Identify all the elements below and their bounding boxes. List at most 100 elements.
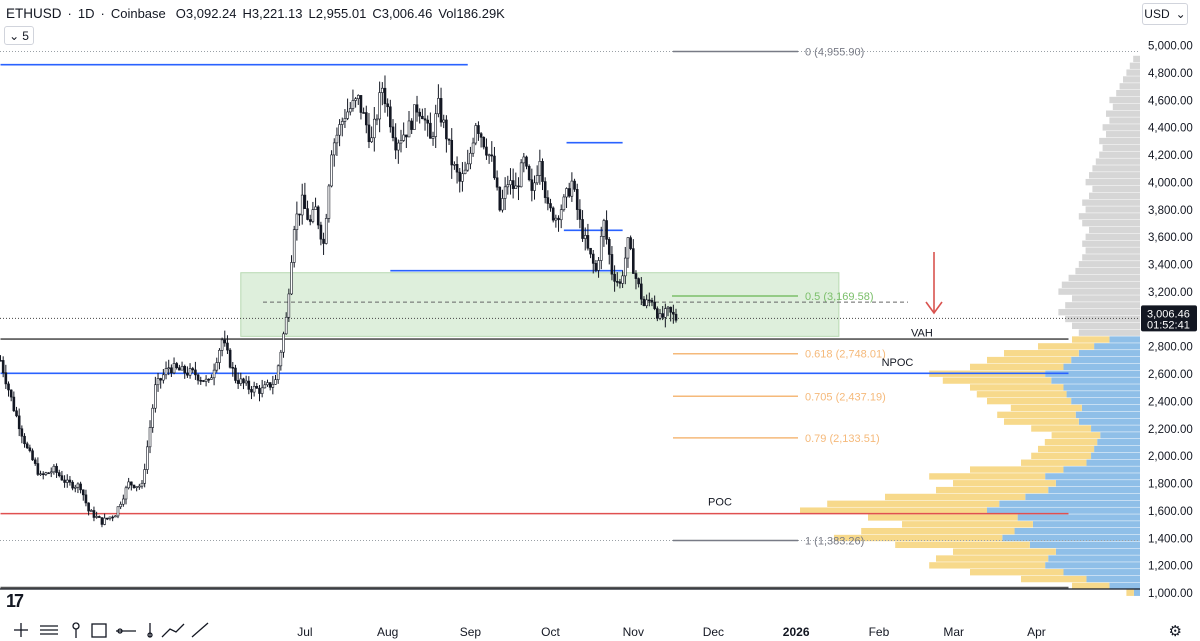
candle-body	[375, 118, 379, 121]
candle-body	[103, 517, 106, 525]
candle-body	[381, 87, 384, 93]
symbol-name[interactable]: ETHUSD	[6, 6, 62, 21]
tradingview-logo-icon[interactable]: 17	[6, 591, 24, 611]
dotted-reference-lines	[0, 51, 1140, 542]
candle-body	[234, 367, 237, 381]
interval[interactable]: 1D	[77, 6, 95, 21]
volume-bar-down	[1051, 432, 1101, 439]
arrow-down-icon[interactable]	[147, 623, 153, 638]
candle-body	[282, 333, 285, 353]
gear-icon[interactable]: ⚙	[1168, 623, 1182, 640]
candle-body	[522, 156, 526, 164]
candle-body	[300, 194, 304, 216]
candle-body	[589, 247, 592, 255]
candle-body	[511, 180, 515, 189]
candle-body	[15, 410, 18, 417]
price-axis: 1,000.00 1,200.00 1,400.00 1,600.00 1,800.00…	[1141, 41, 1197, 600]
volume-bar-down	[929, 473, 1046, 480]
chart-header: ETHUSD · 1D · Coinbase O3,092.24 H3,221.…	[6, 6, 505, 21]
candle-body	[372, 118, 376, 139]
volume-bar-down	[970, 569, 1064, 576]
candle-body	[429, 122, 432, 139]
indicators-collapse-button[interactable]: ⌄ 5	[4, 26, 34, 45]
volume-bar	[1085, 178, 1140, 186]
volume-bar-up	[1094, 445, 1140, 453]
candle-body	[367, 124, 371, 143]
volume-bar	[1082, 254, 1140, 261]
pencil-icon[interactable]	[161, 623, 185, 638]
candle-body	[311, 209, 315, 222]
candle-body	[146, 446, 149, 470]
candle-body	[567, 188, 571, 197]
candle-body	[378, 92, 381, 120]
x-tick-label: Sep	[460, 625, 482, 639]
candle-body	[220, 339, 224, 351]
horizontal-line-icon[interactable]	[116, 628, 136, 634]
volume-bar	[1068, 274, 1140, 282]
candle-body	[549, 203, 552, 209]
candle-body	[610, 254, 614, 275]
volume-bar-up	[1071, 356, 1140, 364]
candle-body	[191, 368, 195, 371]
rectangle-icon[interactable]	[91, 623, 107, 638]
candle-body	[543, 181, 547, 198]
volume-bar-down	[885, 493, 1026, 501]
volume-bar-up	[1081, 404, 1140, 412]
candle-body	[364, 112, 368, 126]
candle-body	[426, 119, 430, 124]
candle-body	[650, 300, 654, 303]
crosshair-icon[interactable]	[14, 623, 28, 637]
candle-body	[362, 112, 365, 114]
candle-body	[0, 360, 2, 362]
candle-body	[52, 465, 56, 473]
volume-bar-up	[1133, 589, 1140, 596]
ohlc-high: H3,221.13	[242, 6, 303, 21]
currency-selector[interactable]: USD ⌄	[1142, 3, 1188, 25]
candle-body	[343, 118, 347, 122]
volume-bar-down	[953, 548, 1056, 555]
volume-bar	[1065, 315, 1140, 323]
candle-body	[645, 299, 648, 307]
candle-body	[199, 380, 203, 382]
candle-body	[167, 367, 171, 370]
candle-body	[557, 217, 560, 221]
lines-icon[interactable]	[40, 625, 58, 635]
candle-body	[602, 220, 606, 237]
y-tick-label: 3,800.00	[1148, 205, 1193, 217]
candle-body	[407, 120, 411, 138]
volume-bar-down	[976, 391, 1067, 398]
candle-body	[306, 208, 309, 220]
candle-body	[65, 479, 69, 483]
volume-bar	[1095, 158, 1140, 165]
candle-body	[130, 481, 133, 486]
candle-body	[271, 384, 275, 388]
volume-bar-down	[1044, 439, 1098, 446]
candle-body	[114, 515, 117, 518]
candle-body	[44, 472, 48, 475]
candle-body	[263, 384, 267, 389]
candle-body	[656, 308, 659, 319]
volume-bar	[1082, 220, 1140, 227]
candle-body	[397, 142, 400, 151]
candle-body	[127, 481, 130, 489]
candle-body	[479, 133, 483, 138]
candle-body	[292, 229, 296, 263]
candle-body	[607, 239, 611, 255]
volume-bar-down	[970, 384, 1064, 391]
volume-bar-up	[1075, 411, 1140, 418]
candle-body	[578, 209, 582, 220]
candle-body	[218, 350, 221, 363]
volume-bar-down	[800, 507, 987, 514]
trend-line-icon[interactable]	[191, 622, 209, 638]
volume-bar	[1099, 151, 1140, 158]
candle-body	[76, 483, 80, 488]
volume-bar-up	[1086, 575, 1140, 583]
candle-body	[57, 472, 61, 476]
pin-icon[interactable]	[72, 622, 80, 638]
candle-body	[519, 162, 523, 188]
y-tick-label: 5,000.00	[1148, 41, 1193, 53]
volume-bar	[1082, 240, 1140, 247]
volume-bar	[1085, 233, 1140, 241]
volume-bar	[1092, 185, 1140, 193]
